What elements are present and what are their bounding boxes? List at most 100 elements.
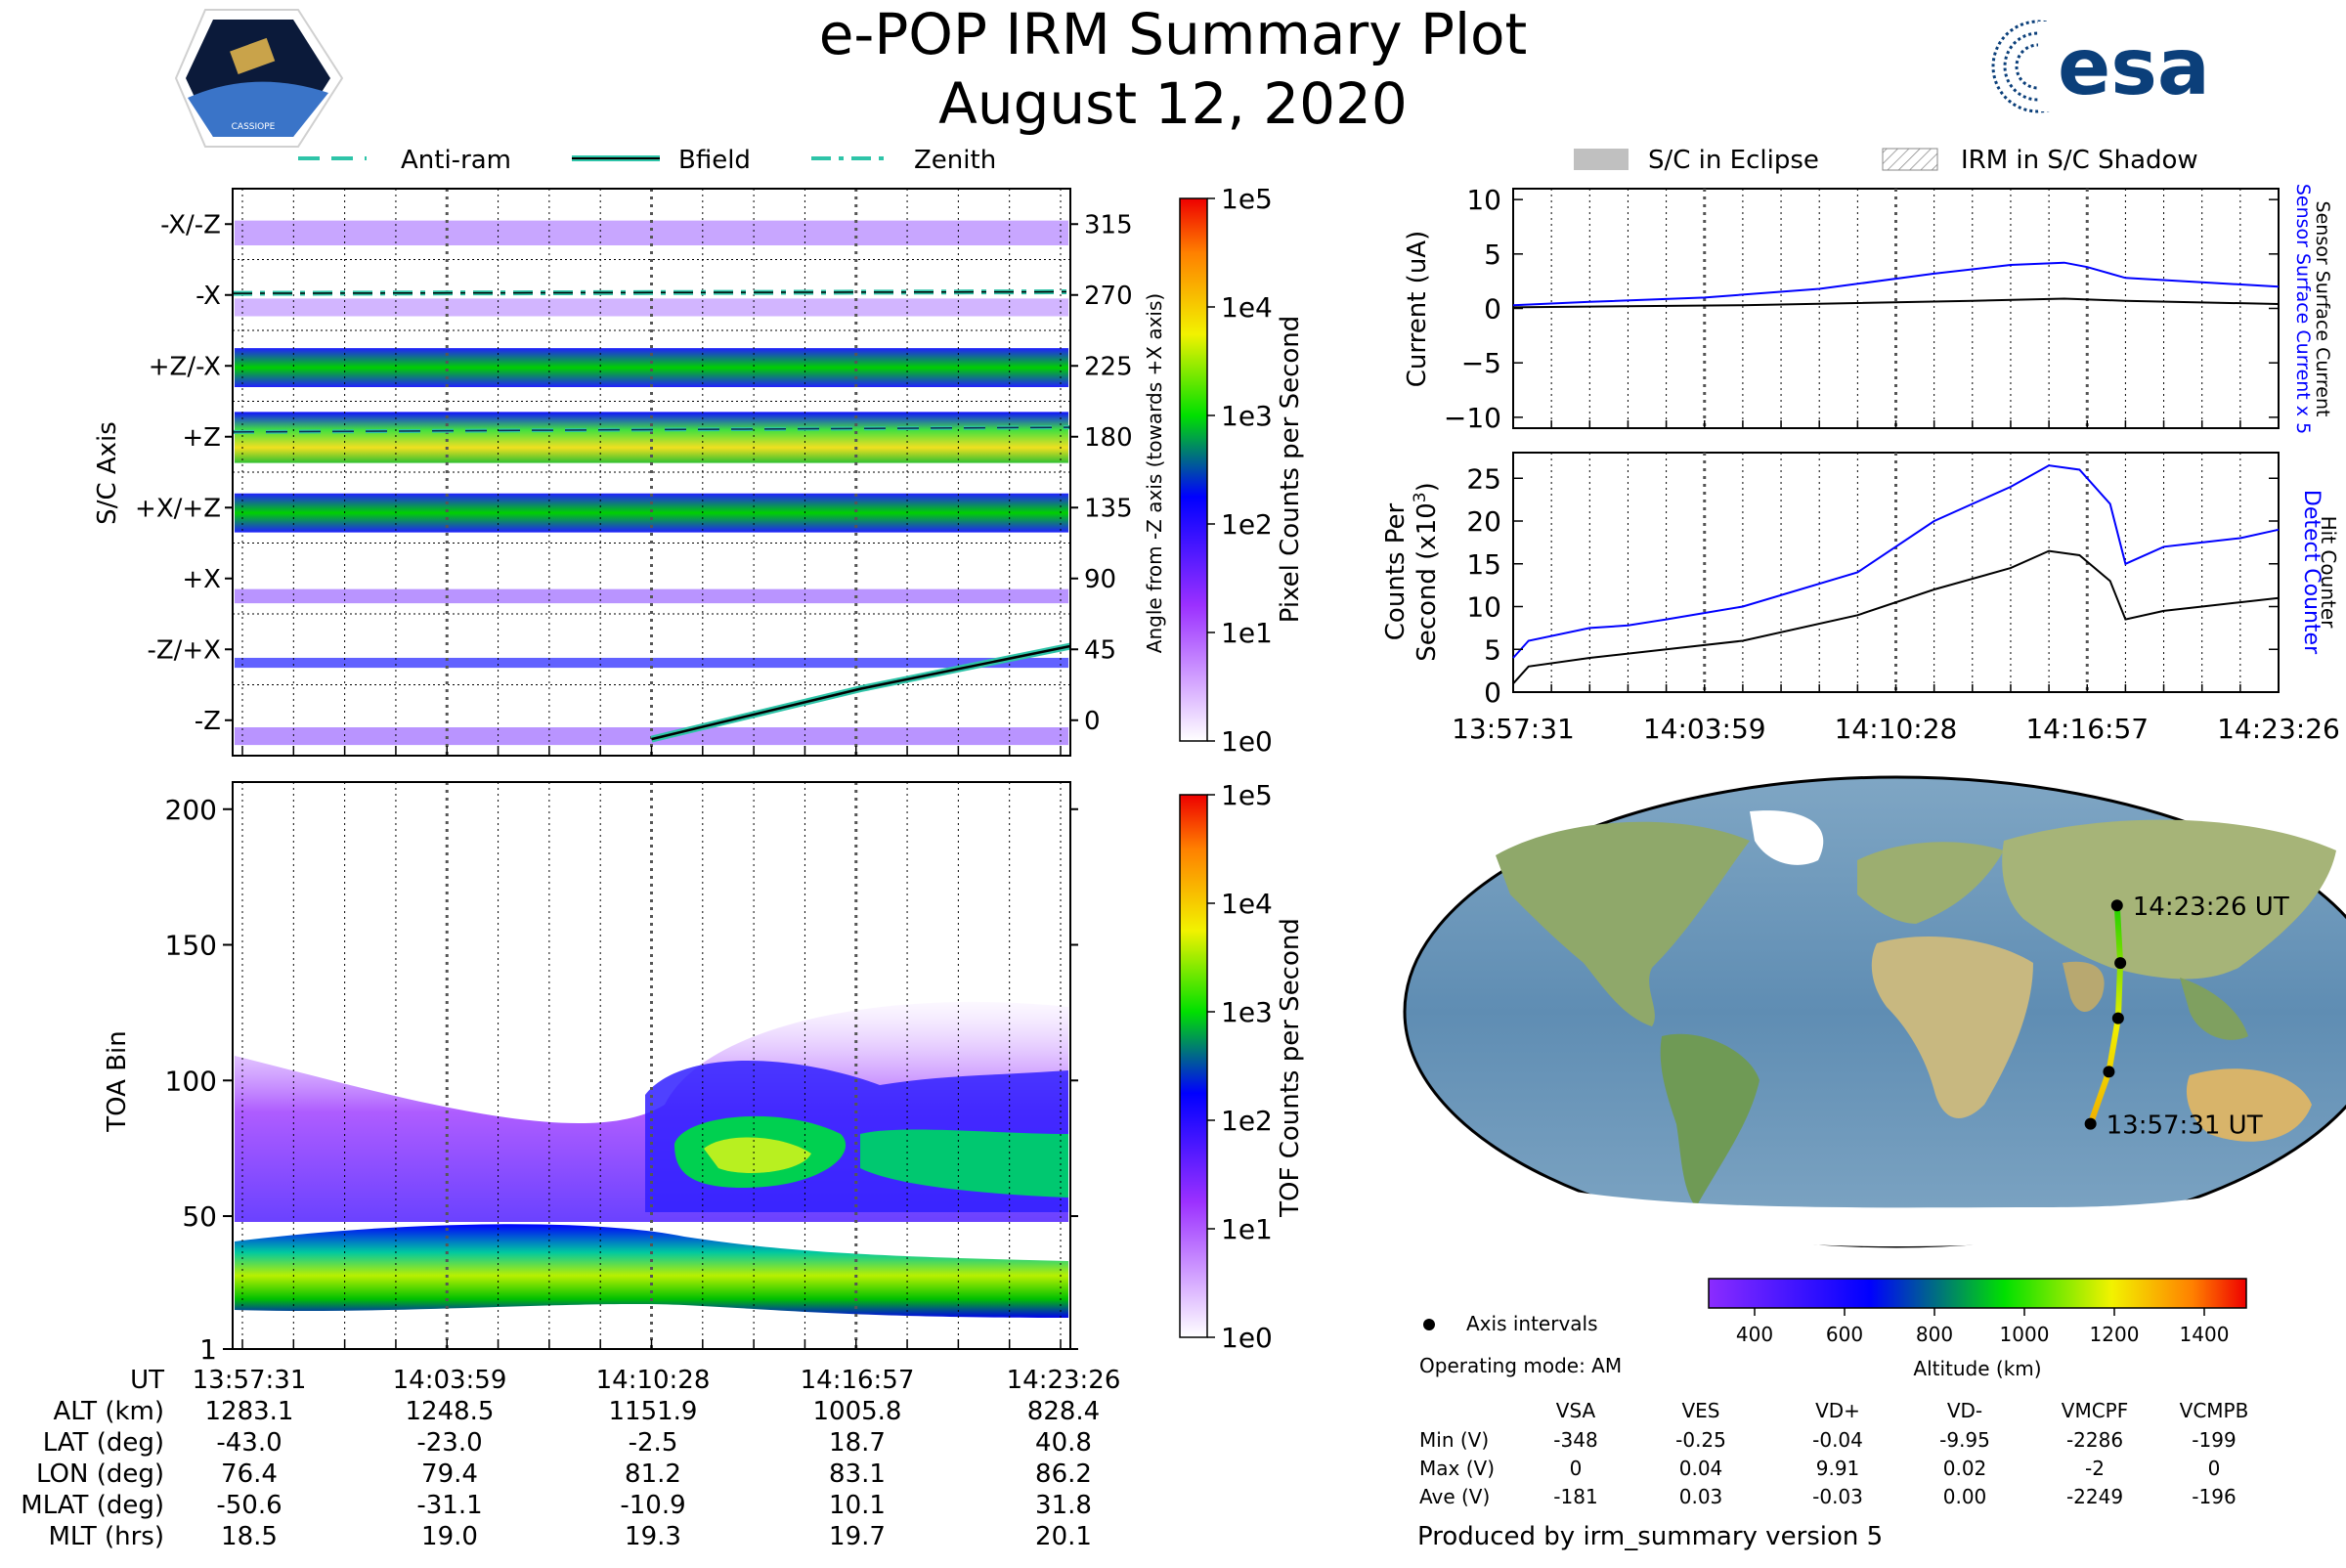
voltage-cell: -348 [1553, 1428, 1597, 1452]
altitude-label: Altitude (km) [1913, 1357, 2041, 1380]
ephemeris-row-label: LON (deg) [36, 1459, 164, 1489]
voltage-cell: 0.02 [1943, 1457, 1987, 1480]
altitude-tick-label: 1400 [2180, 1323, 2230, 1346]
ephemeris-cell: 1283.1 [205, 1397, 294, 1426]
sc-row-band [235, 657, 1068, 669]
ytick-label: 0 [1484, 676, 1501, 709]
sc-row-label: +Z [182, 423, 221, 453]
altitude-tick-label: 1200 [2090, 1323, 2140, 1346]
voltage-cell: -0.04 [1812, 1428, 1863, 1452]
altitude-colorbar: 400 600 800 1000 1200 1400 Altitude (km) [1708, 1278, 2247, 1380]
sc-angle-label: 45 [1084, 635, 1116, 665]
ytick-label: −5 [1461, 347, 1501, 379]
toa-colorbar: 1e5 1e4 1e3 1e2 1e1 1e0 TOF Counts per Second [1179, 779, 1305, 1354]
legend-bfield: Bfield [678, 146, 751, 175]
ephemeris-cell: -50.6 [216, 1491, 282, 1520]
sc-row-label: +Z/-X [149, 352, 221, 381]
xtick-label: 14:16:57 [2025, 713, 2149, 745]
ytick-label: 10 [1466, 591, 1501, 624]
ephemeris-cell: -10.9 [620, 1491, 685, 1520]
footer-version: Produced by irm_summary version 5 [1417, 1522, 1883, 1551]
voltage-cell: 9.91 [1816, 1457, 1860, 1480]
cassiope-logo: CASSIOPE [174, 9, 344, 148]
xtick-label: 13:57:31 [1452, 713, 1575, 745]
ephemeris-cell: -43.0 [216, 1428, 282, 1458]
counts-ylabel: Counts Per [1381, 502, 1411, 640]
xtick-label: 14:23:26 [2217, 713, 2340, 745]
voltage-cell: -196 [2192, 1485, 2236, 1508]
axis-interval-marker [1423, 1319, 1435, 1330]
ephemeris-cell: 19.7 [829, 1522, 886, 1551]
xtick-label: 14:10:28 [1835, 713, 1958, 745]
axis-interval-point [2084, 1117, 2097, 1130]
sc-row-label: -X/-Z [160, 210, 221, 240]
ephemeris-cell: 14:03:59 [393, 1366, 507, 1395]
sc-row-label: -X [196, 282, 221, 311]
antarctica [1525, 1178, 2297, 1246]
ephemeris-cell: 13:57:31 [193, 1366, 307, 1395]
counts-right-label-black: Hit Counter [2317, 516, 2340, 629]
ephemeris-row-label: MLT (hrs) [49, 1522, 165, 1551]
page-title: e-POP IRM Summary Plot [819, 1, 1528, 67]
sc-colorbar-label: 1e0 [1221, 725, 1273, 758]
toa-ytick-label: 150 [165, 930, 217, 962]
axis-interval-point [2110, 899, 2123, 912]
current-ylabel: Current (uA) [1403, 231, 1432, 387]
voltage-cell: -2 [2085, 1457, 2105, 1480]
counts-panel: 25 20 15 10 5 0 13:57:31 14:03:59 14:10:28 14:16:… [1381, 452, 2340, 745]
ephemeris-cell: 79.4 [421, 1459, 478, 1489]
toa-ytick-label: 100 [165, 1065, 217, 1097]
voltage-table: VSA VES VD+ VD- VMCPF VCMPB Min (V) -348 -0.25 -0… [1419, 1399, 2248, 1508]
cassiope-text: CASSIOPE [232, 122, 276, 132]
ephemeris-cell: 1151.9 [609, 1397, 698, 1426]
ephemeris-cell: 10.1 [829, 1491, 886, 1520]
voltage-header: VD- [1947, 1399, 1982, 1422]
ephemeris-cell: -2.5 [629, 1428, 678, 1458]
toa-colorbar-label: 1e1 [1221, 1213, 1273, 1245]
altitude-tick-label: 600 [1826, 1323, 1863, 1346]
axis-interval-point [2114, 957, 2127, 970]
sc-angle-label: 270 [1084, 282, 1133, 311]
legend-eclipse-label: S/C in Eclipse [1648, 146, 1819, 175]
ephemeris-cell: 14:10:28 [596, 1366, 711, 1395]
current-panel: 10 5 0 −5 −10 Current (uA) Sensor Surface Cu… [1403, 184, 2333, 434]
europe [1857, 842, 2004, 924]
legend-eclipse: S/C in Eclipse IRM in S/C Shadow [1574, 146, 2198, 175]
sc-colorbar-label: 1e5 [1221, 183, 1273, 215]
xtick-label: 14:03:59 [1643, 713, 1766, 745]
voltage-cell: 0 [2208, 1457, 2221, 1480]
sc-row-label: -Z [195, 707, 221, 736]
toa-ytick-label: 200 [165, 794, 217, 826]
voltage-cell: -181 [1553, 1485, 1597, 1508]
voltage-header: VSA [1556, 1399, 1596, 1422]
voltage-row-label: Min (V) [1419, 1428, 1489, 1452]
voltage-cell: 0 [1570, 1457, 1583, 1480]
sc-axis-ylabel: S/C Axis [93, 421, 122, 525]
toa-ytick-label: 1 [199, 1333, 217, 1366]
ephemeris-cell: 1248.5 [406, 1397, 495, 1426]
altitude-tick-label: 800 [1916, 1323, 1953, 1346]
ytick-label: −10 [1444, 402, 1501, 434]
series-line [1512, 297, 2280, 309]
voltage-header: VD+ [1815, 1399, 1860, 1422]
series-line [1512, 261, 2280, 307]
sc-colorbar-label: 1e2 [1221, 508, 1273, 541]
ephemeris-row-label: MLAT (deg) [21, 1491, 164, 1520]
voltage-cell: -199 [2192, 1428, 2236, 1452]
ephemeris-cell: 14:23:26 [1007, 1366, 1121, 1395]
voltage-row-label: Ave (V) [1419, 1485, 1490, 1508]
altitude-tick-label: 400 [1736, 1323, 1773, 1346]
ytick-label: 20 [1466, 505, 1501, 538]
voltage-cell: -0.25 [1675, 1428, 1726, 1452]
india [2063, 961, 2105, 1012]
ephemeris-cell: 83.1 [829, 1459, 886, 1489]
voltage-cell: -2286 [2066, 1428, 2123, 1452]
voltage-cell: -2249 [2066, 1485, 2123, 1508]
toa-colorbar-label: 1e2 [1221, 1105, 1273, 1137]
voltage-cell: -9.95 [1939, 1428, 1990, 1452]
voltage-cell: 0.03 [1679, 1485, 1723, 1508]
esa-logo: esa [1991, 20, 2210, 113]
sc-row-label: -Z/+X [147, 635, 221, 665]
sc-axis-panel: -X/-Z -X +Z/-X +Z +X/+Z +X -Z/+X -Z 315 270 225 18… [93, 188, 1166, 757]
voltage-header: VES [1681, 1399, 1719, 1422]
